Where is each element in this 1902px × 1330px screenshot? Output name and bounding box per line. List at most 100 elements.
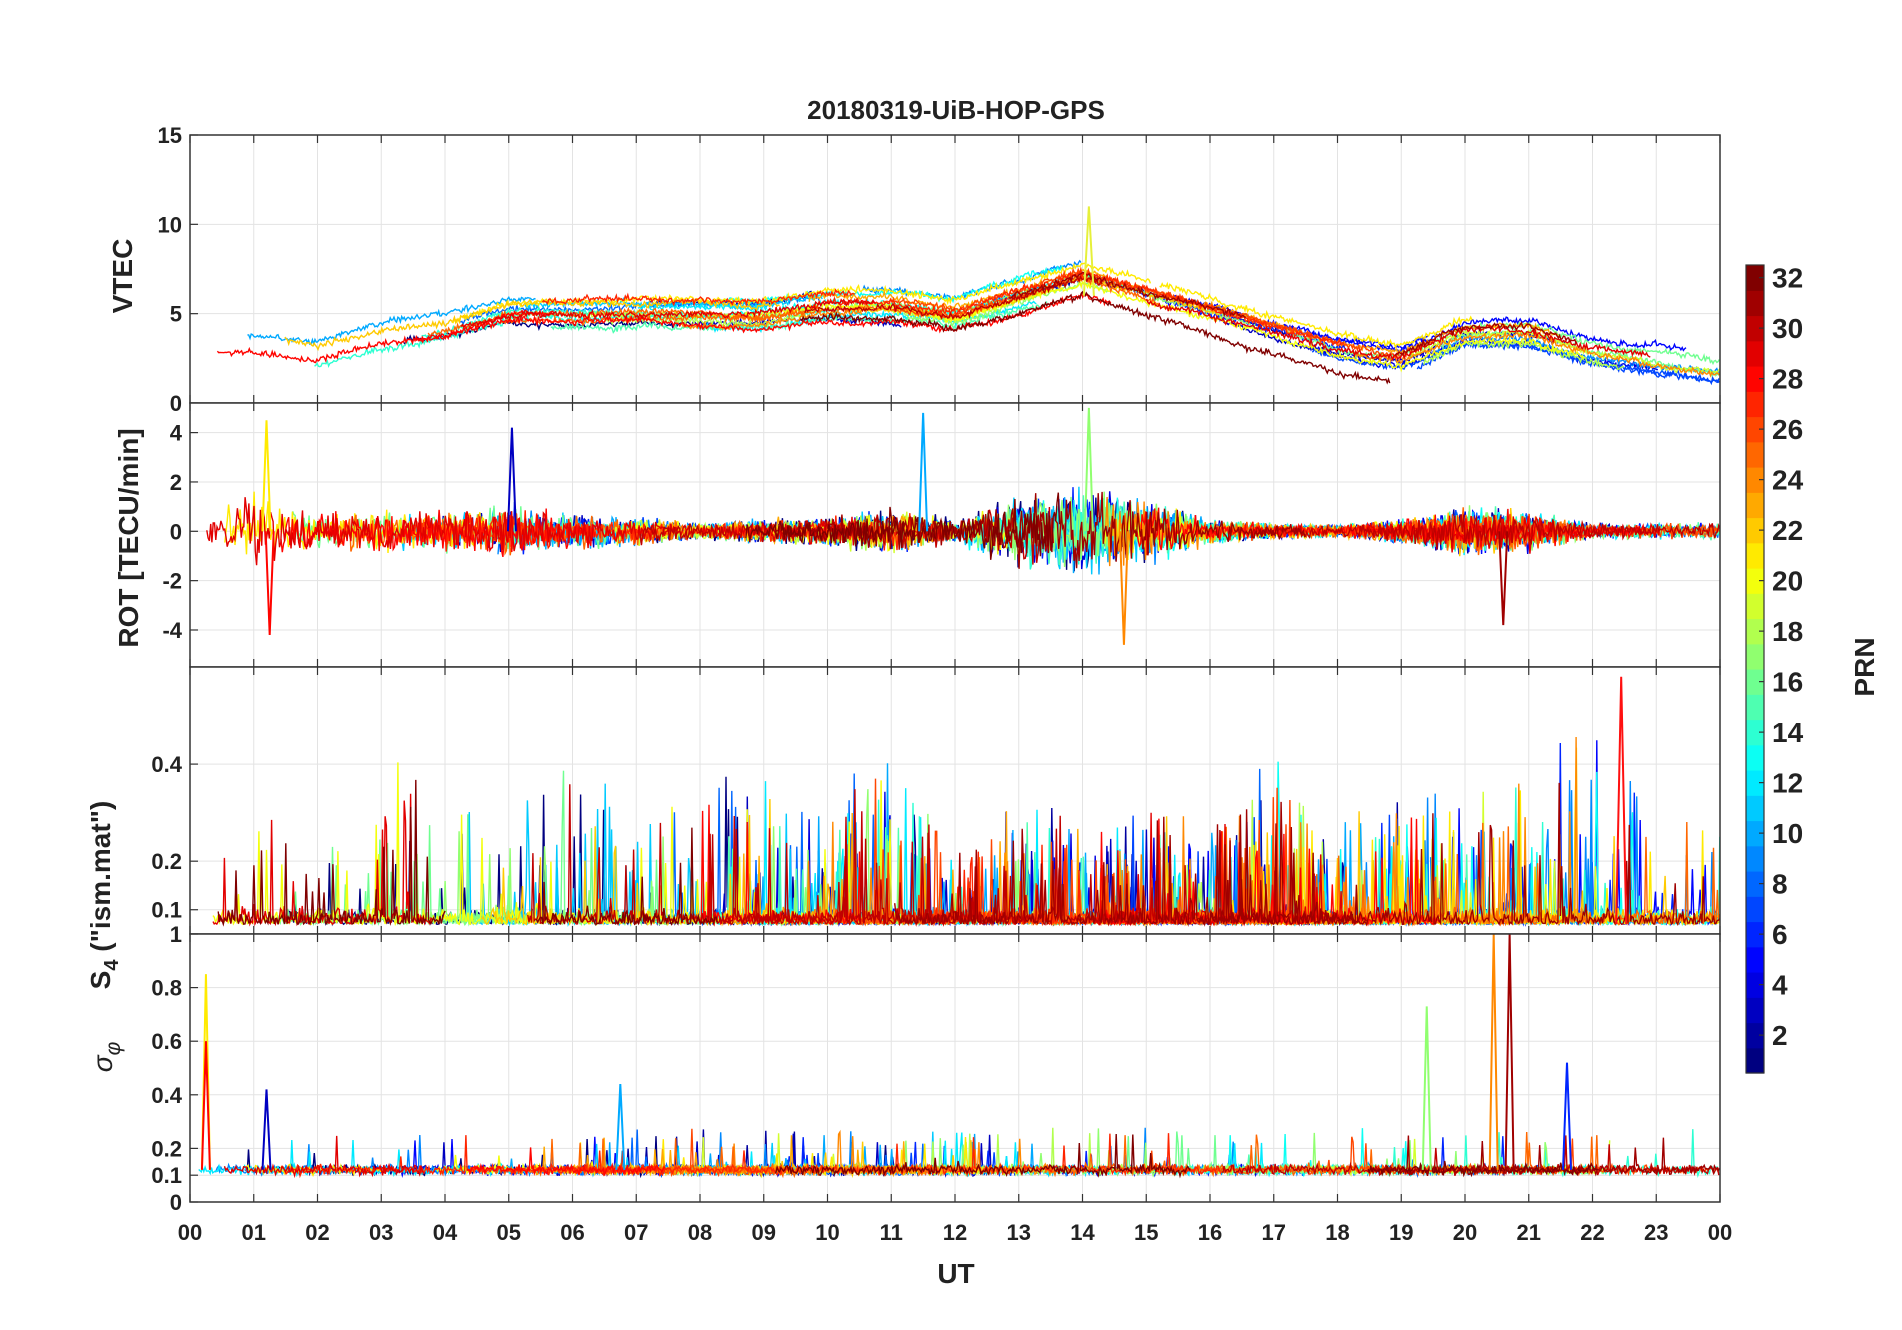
s4-y-tick-label: 0.2 [151, 849, 182, 874]
x-tick-label: 11 [880, 1220, 903, 1245]
colorbar-tick-label: 10 [1772, 818, 1803, 849]
s4-series-group [212, 676, 1720, 927]
panel-sigma_phi: 00.10.2 0.4 0.6 0.8 1 [151, 922, 1721, 1215]
s4-y-tick-label: 0.4 [151, 752, 182, 777]
rot-series-prn-30 [1250, 514, 1720, 550]
colorbar-segment [1746, 845, 1764, 872]
sigma_phi-spike [1562, 1062, 1572, 1170]
rot-y-tick-label: 4 [170, 421, 183, 446]
vtec-series-prn-28 [415, 291, 1112, 343]
colorbar-segment [1746, 770, 1764, 796]
x-tick-label: 15 [1134, 1220, 1158, 1245]
x-tick-label: 12 [943, 1220, 967, 1245]
colorbar-tick-label: 24 [1772, 465, 1804, 496]
colorbar-tick-label: 6 [1772, 919, 1788, 950]
rot-spike [918, 412, 929, 532]
s4-y-label-subscript: 4 [101, 959, 123, 971]
chart-title: 20180319-UiB-HOP-GPS [807, 95, 1105, 125]
sigma_phi-series-prn-32 [1367, 1160, 1599, 1178]
sigma_phi-y-tick-label: 1 [170, 922, 182, 947]
x-tick-label: 08 [688, 1220, 712, 1245]
x-tick-label: 09 [752, 1220, 776, 1245]
rot-y-label: ROT [TECU/min] [113, 428, 144, 647]
plot-area: 051015-4-20240.10.20.400.10.20.40.60.810… [151, 123, 1732, 1245]
colorbar-segment [1746, 643, 1764, 670]
s4-peak [1615, 676, 1628, 925]
colorbar-segment [1746, 871, 1764, 897]
rot-spike [1083, 407, 1094, 532]
s4-y-label: S4 ("ism.mat") [85, 801, 123, 990]
x-tick-label: 00 [178, 1220, 202, 1245]
colorbar-segment [1746, 593, 1764, 620]
vtec-y-tick-label: 0 [170, 391, 182, 416]
vtec-series-prn-5 [1279, 316, 1687, 353]
s4-series-prn-31 [894, 801, 1368, 927]
sigma_phi-series-prn-28 [466, 1147, 666, 1177]
sigma_phi-y-tick-label: 0.8 [151, 976, 182, 1001]
sigma_phi-spike [261, 1089, 272, 1170]
x-tick-label: 17 [1262, 1220, 1286, 1245]
x-tick-label: 02 [305, 1220, 329, 1245]
vtec-y-tick-label: 5 [170, 302, 182, 327]
colorbar-segment [1746, 997, 1764, 1024]
colorbar-label: PRN [1849, 637, 1880, 696]
vtec-peak [1082, 206, 1095, 296]
colorbar-segment [1746, 416, 1764, 443]
colorbar-segment [1746, 669, 1764, 695]
colorbar-frame [1745, 264, 1765, 1074]
x-tick-label: 05 [497, 1220, 521, 1245]
x-tick-label: 04 [433, 1220, 458, 1245]
colorbar-segment [1746, 896, 1764, 923]
colorbar-tick-label: 18 [1772, 616, 1803, 647]
colorbar-tick-label: 2 [1772, 1020, 1788, 1051]
rot-series-prn-31 [1054, 491, 1306, 569]
colorbar-tick-label: 28 [1772, 364, 1803, 395]
s4-series-prn-32 [217, 779, 446, 927]
colorbar-segment [1746, 315, 1764, 342]
sigma_phi-y-tick-label: 0.1 [151, 1163, 182, 1188]
panel-s4: 0.1 0.2 0.4 [151, 666, 1721, 935]
x-tick-label: 07 [624, 1220, 648, 1245]
colorbar-segment [1746, 492, 1764, 519]
vtec-series-prn-24 [1350, 330, 1720, 378]
colorbar-segment [1746, 972, 1764, 998]
rot-spike [261, 420, 272, 532]
vtec-series-prn-27 [810, 269, 1345, 346]
s4-series-prn-31 [1197, 782, 1720, 927]
vtec-series-prn-30 [804, 275, 1103, 321]
vtec-series-prn-32 [800, 290, 1391, 385]
sigma_phi-spike [1504, 934, 1515, 1170]
colorbar-segment [1746, 744, 1764, 771]
x-tick-label: 01 [242, 1220, 266, 1245]
panel-rot: -4 -2 0 2 4 [162, 402, 1721, 668]
colorbar-segment [1746, 618, 1764, 645]
vtec-series-prn-19 [1408, 328, 1720, 374]
colorbar-segment [1746, 694, 1764, 721]
x-tick-label: 23 [1644, 1220, 1668, 1245]
colorbar-segment [1746, 1047, 1764, 1074]
vtec-series-prn-29 [1146, 298, 1651, 362]
x-tick-label: 00 [1708, 1220, 1732, 1245]
sigma_phi-series-prn-29 [223, 1135, 425, 1179]
s4-series-prn-32 [535, 827, 719, 927]
colorbar-segment [1746, 946, 1764, 973]
x-tick-label: 13 [1007, 1220, 1031, 1245]
panel-vtec: 0 5 10 15 [158, 123, 1721, 416]
rot-spike [506, 427, 517, 532]
rot-y-tick-label: 2 [170, 470, 182, 495]
sigma_phi-spike [200, 1041, 211, 1170]
colorbar-tick-label: 12 [1772, 768, 1803, 799]
vtec-series-prn-21 [1159, 281, 1473, 350]
sigma_phi-y-tick-label: 0 [170, 1190, 182, 1215]
x-tick-label: 19 [1389, 1220, 1413, 1245]
rot-spike [1118, 531, 1129, 645]
colorbar-tick-label: 22 [1772, 515, 1803, 546]
sigma_phi-y-tick-label: 0.6 [151, 1029, 182, 1054]
colorbar-segment [1746, 441, 1764, 468]
vtec-y-tick-label: 10 [158, 212, 182, 237]
colorbar-segment [1746, 795, 1764, 822]
vtec-series-prn-31 [1394, 321, 1577, 357]
rot-series-prn-32 [745, 492, 1061, 560]
sigma_phi-series-prn-32 [775, 1133, 1191, 1179]
